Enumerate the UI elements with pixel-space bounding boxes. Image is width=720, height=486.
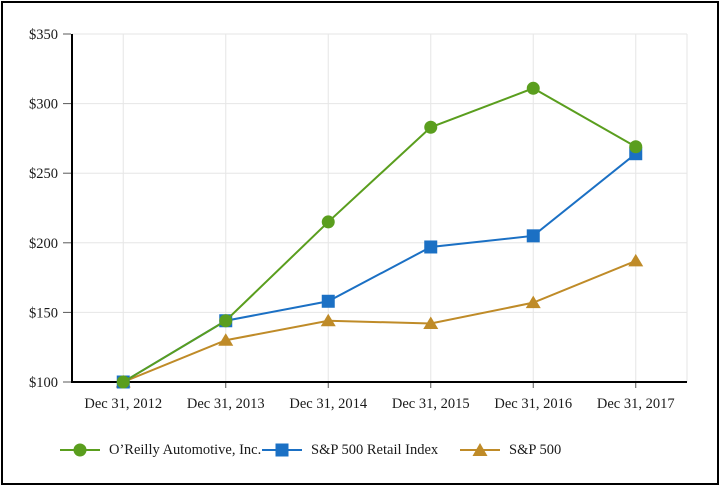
data-point-marker <box>526 229 540 243</box>
x-axis-tick-label: Dec 31, 2017 <box>597 396 675 412</box>
data-point-marker <box>423 316 439 330</box>
data-point-marker <box>629 140 643 154</box>
data-point-marker <box>219 314 233 328</box>
legend-square-glyph <box>275 443 289 457</box>
x-axis-tick-label: Dec 31, 2016 <box>494 396 572 412</box>
x-axis-tick-label: Dec 31, 2013 <box>187 396 265 412</box>
legend-circle-marker-icon <box>60 443 100 457</box>
x-axis-tick-label: Dec 31, 2012 <box>84 396 162 412</box>
series-line <box>122 259 637 383</box>
legend-label-sp500-retail: S&P 500 Retail Index <box>311 441 439 458</box>
series-line <box>122 152 637 383</box>
x-axis-tick-label: Dec 31, 2015 <box>392 396 470 412</box>
y-axis-tick-label: $200 <box>29 236 58 252</box>
y-axis-tick-label: $100 <box>29 375 58 391</box>
data-point-marker <box>628 253 644 267</box>
legend-triangle-glyph <box>472 443 488 456</box>
chart-legend: O’Reilly Automotive, Inc. S&P 500 Retail… <box>0 437 720 463</box>
data-point-marker <box>321 215 335 229</box>
legend-item-oreilly: O’Reilly Automotive, Inc. <box>60 437 261 463</box>
series-line <box>122 87 637 383</box>
y-axis-tick-label: $300 <box>29 97 58 113</box>
data-point-marker <box>218 333 234 346</box>
y-axis-tick-label: $250 <box>29 166 58 182</box>
legend-item-sp500-retail: S&P 500 Retail Index <box>262 437 438 463</box>
x-axis-tick-label: Dec 31, 2014 <box>289 396 367 412</box>
legend-circle-glyph <box>73 443 87 457</box>
data-point-marker <box>526 81 540 95</box>
data-point-marker <box>424 240 438 254</box>
data-point-marker <box>321 294 335 308</box>
data-point-marker <box>525 295 541 309</box>
data-point-marker <box>424 120 438 134</box>
legend-label-sp500: S&P 500 <box>509 441 562 458</box>
data-point-marker <box>320 313 336 327</box>
legend-square-marker-icon <box>262 443 302 457</box>
y-axis-tick-label: $350 <box>29 27 58 43</box>
y-axis-tick-label: $150 <box>29 305 58 321</box>
data-point-marker <box>116 375 130 389</box>
legend-item-sp500: S&P 500 <box>460 437 561 463</box>
legend-label-oreilly: O’Reilly Automotive, Inc. <box>109 441 262 458</box>
legend-triangle-marker-icon <box>460 443 500 456</box>
